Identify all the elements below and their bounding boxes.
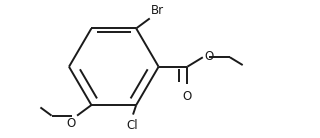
Text: O: O: [66, 117, 76, 130]
Text: Cl: Cl: [127, 119, 138, 132]
Text: O: O: [204, 50, 213, 63]
Text: Br: Br: [151, 4, 164, 17]
Text: O: O: [183, 90, 192, 103]
